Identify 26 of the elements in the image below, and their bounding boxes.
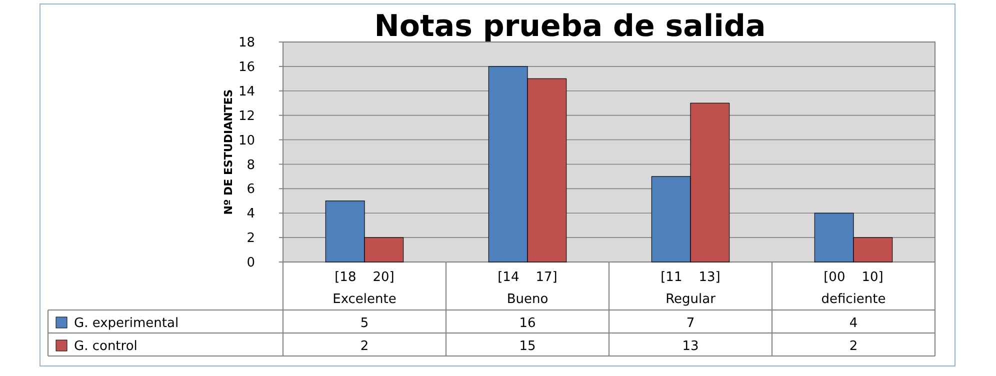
data-label: 4 — [849, 316, 858, 331]
data-label: 2 — [849, 339, 858, 354]
data-label: 2 — [360, 339, 369, 354]
y-axis-title: Nº DE ESTUDIANTES — [222, 89, 235, 215]
x-tick-label: [18 20] Excelente — [332, 270, 396, 307]
data-label: 15 — [519, 339, 536, 354]
legend-label: G. experimental — [74, 316, 179, 331]
y-tick-label: 18 — [238, 36, 255, 51]
y-tick-label: 10 — [238, 133, 255, 148]
legend-label: G. control — [74, 339, 138, 354]
y-tick-label: 2 — [246, 231, 255, 246]
y-tick-label: 6 — [246, 182, 255, 198]
y-tick-label: 0 — [246, 256, 255, 271]
x-tick-label: [11 13] Regular — [660, 270, 720, 307]
x-tick-label: [00 10] deficiente — [821, 270, 886, 307]
y-tick-label: 12 — [238, 108, 255, 124]
data-label: 5 — [360, 316, 369, 331]
y-tick-label: 8 — [246, 158, 255, 173]
x-tick-label: [14 17] Bueno — [498, 270, 558, 307]
y-tick-label: 16 — [238, 60, 255, 75]
chart-title: Notas prueba de salida — [374, 9, 766, 44]
data-label: 16 — [519, 316, 536, 331]
y-tick-label: 14 — [238, 84, 255, 100]
data-label: 13 — [682, 339, 699, 354]
data-label: 7 — [686, 316, 695, 331]
y-tick-label: 4 — [246, 206, 255, 222]
